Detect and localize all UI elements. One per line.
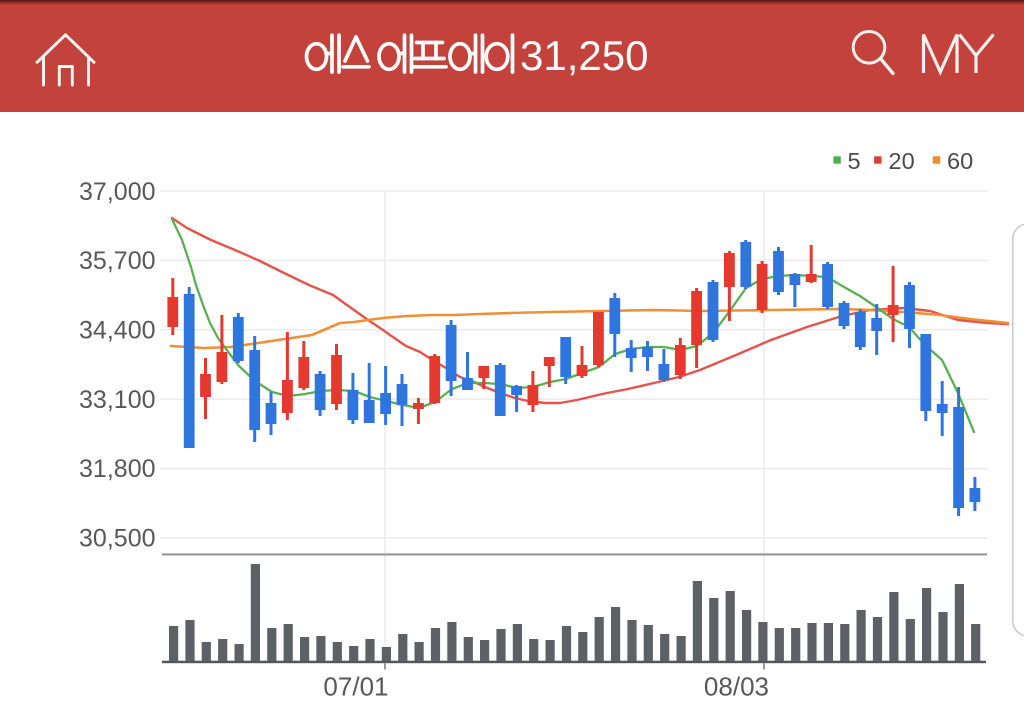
- svg-text:08/03: 08/03: [704, 672, 769, 702]
- svg-text:5: 5: [848, 148, 861, 174]
- svg-text:30,500: 30,500: [79, 525, 155, 553]
- svg-text:20: 20: [889, 148, 915, 174]
- svg-text:37,000: 37,000: [79, 178, 155, 206]
- svg-text:35,700: 35,700: [79, 247, 155, 275]
- svg-text:31,250: 31,250: [520, 32, 648, 79]
- svg-text:60: 60: [947, 148, 973, 174]
- svg-text:31,800: 31,800: [79, 455, 155, 483]
- svg-text:34,400: 34,400: [79, 316, 155, 344]
- svg-text:33,100: 33,100: [79, 386, 155, 414]
- svg-text:07/01: 07/01: [323, 672, 388, 702]
